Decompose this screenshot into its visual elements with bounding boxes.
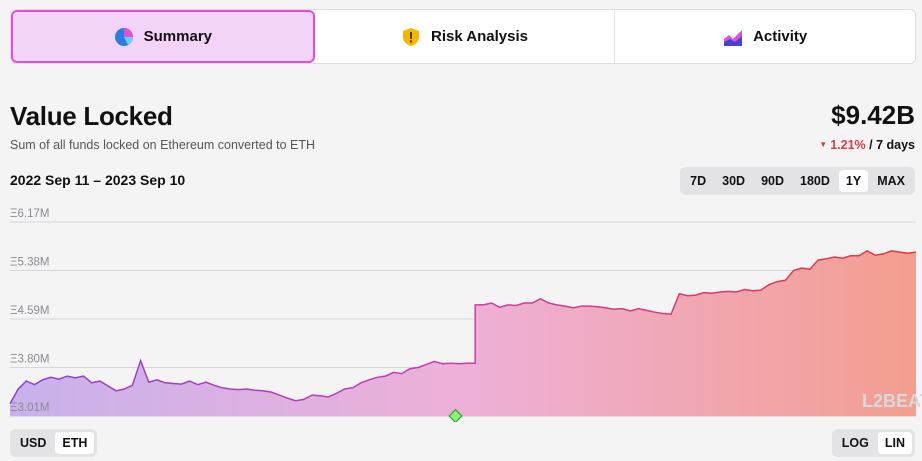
scale-selector: LOG LIN [831, 429, 915, 457]
event-marker[interactable] [448, 408, 463, 422]
area-chart-icon [724, 29, 743, 46]
scale-lin-button[interactable]: LIN [877, 432, 912, 454]
y-tick-label: Ξ4.59M [10, 305, 49, 317]
y-tick-label: Ξ6.17M [10, 208, 49, 220]
page-subtitle: Sum of all funds locked on Ethereum conv… [10, 138, 316, 152]
y-tick-label: Ξ3.01M [10, 402, 49, 414]
period-1y-button[interactable]: 1Y [838, 170, 869, 192]
period-90d-button[interactable]: 90D [761, 174, 785, 188]
tab-label: Summary [143, 28, 213, 45]
period-selector: 7D 30D 90D 180D 1Y MAX [680, 167, 915, 195]
tab-label: Risk Analysis [431, 28, 528, 45]
total-value: $9.42B [831, 100, 915, 130]
tab-bar: Summary Risk Analysis Activity [10, 9, 916, 64]
watermark: L2BEAT [862, 391, 922, 411]
change-period: / 7 days [869, 138, 915, 152]
period-30d-button[interactable]: 30D [722, 174, 746, 188]
value-locked-chart: Ξ6.17M Ξ5.38M Ξ4.59M Ξ3.80M Ξ3.01M L2BEAT [9, 208, 922, 422]
down-arrow-icon: ▼ [819, 140, 828, 149]
shield-warning-icon [403, 27, 419, 46]
scale-log-button[interactable]: LOG [841, 436, 869, 450]
tab-risk-analysis[interactable]: Risk Analysis [315, 10, 616, 63]
page-title: Value Locked [10, 101, 173, 131]
period-7d-button[interactable]: 7D [690, 174, 707, 188]
tab-activity[interactable]: Activity [615, 10, 915, 63]
currency-usd-button[interactable]: USD [20, 436, 47, 450]
y-tick-label: Ξ5.38M [10, 257, 49, 269]
change-percent: 1.21% [830, 138, 866, 152]
pie-chart-icon [114, 27, 133, 46]
chart-area [10, 250, 916, 416]
tab-label: Activity [753, 28, 808, 45]
chart-line [9, 250, 917, 405]
currency-eth-button[interactable]: ETH [55, 432, 95, 454]
period-180d-button[interactable]: 180D [800, 174, 830, 188]
date-range: 2022 Sep 11 – 2023 Sep 10 [10, 172, 186, 188]
y-tick-label: Ξ3.80M [10, 354, 49, 366]
period-max-button[interactable]: MAX [877, 174, 905, 188]
value-change: ▼ 1.21% / 7 days [819, 138, 915, 152]
currency-selector: USD ETH [10, 429, 98, 457]
tab-summary[interactable]: Summary [11, 10, 315, 63]
